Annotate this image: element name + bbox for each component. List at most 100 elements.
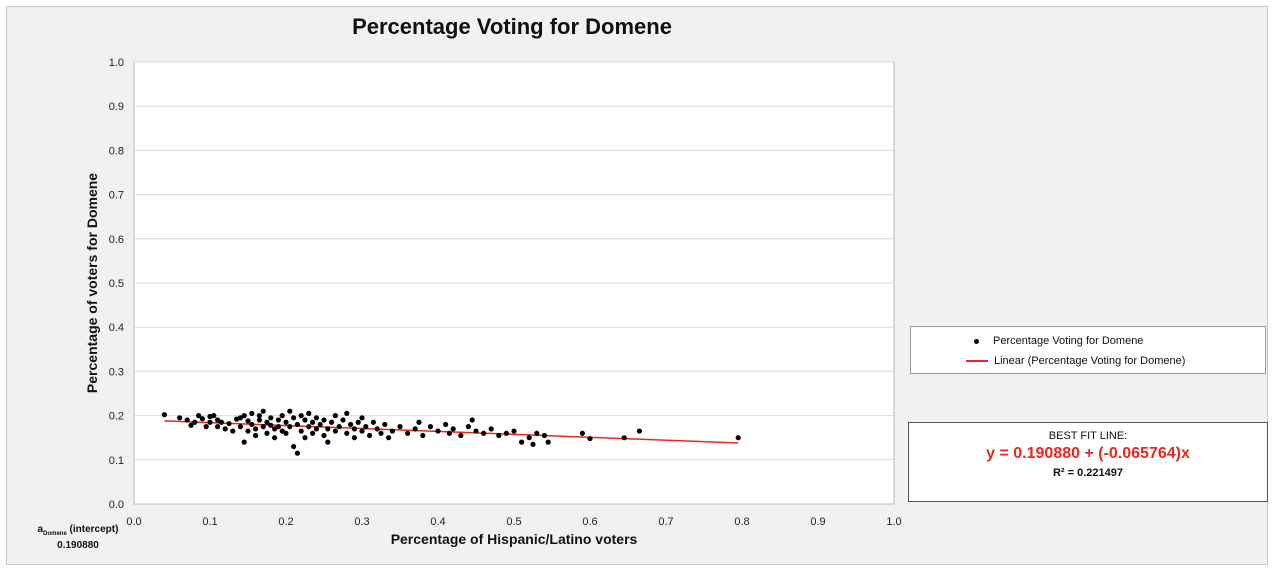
x-tick-label: 0.7 (658, 516, 673, 528)
data-point (310, 419, 316, 425)
best-fit-equation: y = 0.190880 + (-0.065764)x (986, 445, 1190, 462)
data-point (268, 415, 274, 421)
intercept-label-sub: Domene (43, 531, 67, 537)
data-point (545, 439, 551, 445)
data-point (348, 421, 354, 428)
intercept-value: 0.190880 (57, 540, 99, 551)
data-point (469, 417, 475, 423)
data-point (363, 424, 369, 430)
data-point (302, 435, 308, 441)
data-point (256, 417, 262, 423)
data-point (405, 430, 411, 436)
best-fit-r2: R² = 0.221497 (1052, 467, 1124, 479)
data-point (496, 432, 502, 439)
data-point (161, 412, 167, 418)
data-point (344, 430, 350, 436)
data-point (260, 408, 266, 414)
data-point (465, 424, 471, 430)
y-tick-label: 1.0 (109, 57, 124, 69)
data-point (215, 424, 221, 430)
data-point (519, 439, 525, 445)
data-point (351, 426, 357, 432)
data-point (306, 424, 312, 430)
data-point (291, 443, 297, 450)
data-point (199, 416, 205, 422)
legend-label-points: Percentage Voting for Domene (993, 335, 1144, 347)
x-tick-label: 0.0 (126, 516, 141, 528)
legend-marker-line (966, 360, 988, 362)
data-point (188, 422, 194, 428)
y-tick-label: 0.2 (109, 411, 124, 423)
x-tick-label: 0.2 (278, 516, 293, 528)
data-point (351, 435, 357, 441)
x-tick-label: 0.8 (734, 516, 749, 528)
data-point (184, 417, 190, 423)
data-point (735, 435, 741, 441)
best-fit-heading: BEST FIT LINE: (1048, 430, 1128, 442)
data-point (511, 428, 517, 434)
data-point (237, 415, 243, 421)
data-point (313, 426, 319, 432)
y-axis-label: Percentage of voters for Domene (84, 173, 100, 393)
data-point (196, 413, 202, 419)
data-point (382, 421, 388, 428)
data-point (541, 432, 548, 439)
data-point (336, 424, 342, 430)
y-tick-label: 0.9 (109, 101, 124, 113)
data-point (218, 419, 224, 425)
data-point (203, 424, 209, 430)
data-point (397, 424, 403, 430)
data-point (344, 410, 350, 416)
data-point (298, 413, 304, 419)
x-tick-label: 0.9 (810, 516, 825, 528)
y-tick-label: 0.7 (109, 190, 124, 202)
data-point (313, 415, 319, 421)
data-point (294, 450, 300, 456)
data-point (264, 419, 270, 425)
data-point (458, 432, 464, 439)
data-point (283, 419, 289, 425)
data-point (310, 430, 316, 436)
legend: Percentage Voting for Domene Linear (Per… (910, 326, 1266, 374)
data-point (275, 424, 281, 430)
data-point (534, 430, 540, 436)
data-point (253, 432, 259, 439)
data-point (378, 430, 384, 436)
intercept-label-suffix: (intercept) (66, 524, 119, 535)
data-point (359, 428, 365, 434)
data-point (260, 424, 266, 430)
data-point (446, 430, 452, 436)
data-point (481, 430, 487, 436)
data-point (530, 441, 536, 447)
data-point (636, 428, 643, 434)
data-point (389, 428, 395, 434)
y-tick-label: 0.4 (109, 322, 124, 334)
y-tick-label: 0.0 (109, 499, 124, 511)
data-point (211, 413, 217, 419)
legend-label-trendline: Linear (Percentage Voting for Domene) (994, 355, 1186, 367)
data-point (367, 432, 373, 439)
data-point (272, 426, 278, 432)
data-point (268, 422, 274, 428)
data-point (245, 428, 251, 434)
data-point (253, 426, 259, 432)
y-tick-label: 0.3 (109, 366, 124, 378)
data-point (226, 420, 232, 427)
data-point (332, 428, 338, 434)
data-point (222, 426, 228, 432)
intercept-note: aDomene (intercept) 0.190880 (18, 524, 138, 552)
data-point (621, 435, 627, 441)
data-point (325, 426, 331, 432)
data-point (488, 426, 494, 432)
data-point (587, 435, 593, 442)
data-point (291, 415, 297, 421)
data-point (215, 417, 221, 423)
data-point (241, 439, 247, 445)
data-point (473, 428, 479, 434)
legend-marker-dot (974, 338, 979, 344)
legend-entry-trendline: Linear (Percentage Voting for Domene) (911, 352, 1185, 370)
data-point (321, 432, 327, 439)
x-tick-label: 0.6 (582, 516, 597, 528)
data-point (443, 421, 449, 428)
x-axis-label: Percentage of Hispanic/Latino voters (391, 531, 638, 547)
